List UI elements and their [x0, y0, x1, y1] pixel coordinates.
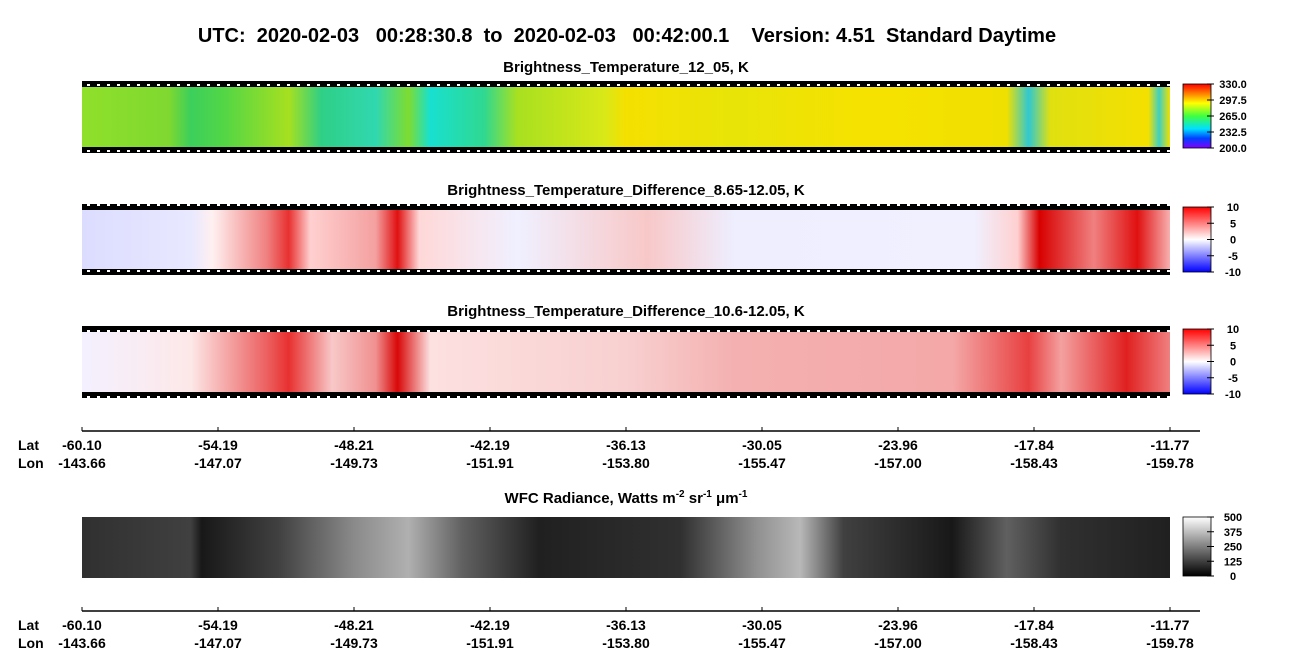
lon-tick-label: -147.07 — [194, 455, 242, 471]
title-part: sr — [685, 490, 704, 507]
lat-tick-label: -42.19 — [470, 437, 510, 453]
lat-tick-label: -60.10 — [62, 437, 102, 453]
strip-border — [82, 147, 1170, 153]
strip-border — [82, 81, 1170, 87]
lon-label: Lon — [18, 635, 44, 651]
lon-tick-label: -147.07 — [194, 635, 242, 651]
colorbar-tick-label: 232.5 — [1219, 127, 1247, 139]
lon-tick-label: -157.00 — [874, 635, 922, 651]
strip-border — [82, 269, 1170, 275]
lon-tick-label: -149.73 — [330, 455, 378, 471]
lat-tick-label: -23.96 — [878, 617, 918, 633]
lat-tick-label: -54.19 — [198, 617, 238, 633]
image-strip — [82, 84, 1170, 150]
lon-tick-label: -151.91 — [466, 635, 514, 651]
lon-tick-label: -155.47 — [738, 455, 786, 471]
lon-tick-label: -159.78 — [1146, 455, 1194, 471]
colorbar-tick-label: 200.0 — [1219, 143, 1247, 155]
panel-title: Brightness_Temperature_12_05, K — [503, 59, 749, 76]
panel-title: WFC Radiance, Watts m-2 sr-1 μm-1 — [505, 489, 748, 507]
image-strip — [82, 329, 1170, 395]
lon-tick-label: -155.47 — [738, 635, 786, 651]
title-part: WFC Radiance, Watts m — [505, 490, 676, 507]
colorbar-tick-label: 375 — [1224, 527, 1242, 539]
colorbar-tick-label: -10 — [1225, 267, 1241, 279]
lat-tick-label: -48.21 — [334, 617, 374, 633]
title-part: μm — [712, 490, 739, 507]
colorbar — [1182, 328, 1212, 395]
lon-tick-label: -158.43 — [1010, 635, 1058, 651]
colorbar — [1182, 83, 1212, 149]
lat-tick-label: -17.84 — [1014, 617, 1054, 633]
lat-tick-label: -42.19 — [470, 617, 510, 633]
lat-tick-label: -54.19 — [198, 437, 238, 453]
title-part: -1 — [739, 489, 748, 500]
lat-tick-label: -30.05 — [742, 437, 782, 453]
lon-tick-label: -153.80 — [602, 635, 650, 651]
lat-tick-label: -60.10 — [62, 617, 102, 633]
lon-tick-label: -143.66 — [58, 635, 106, 651]
panel-title: Brightness_Temperature_Difference_8.65-1… — [447, 182, 805, 199]
lon-tick-label: -143.66 — [58, 455, 106, 471]
lat-tick-label: -30.05 — [742, 617, 782, 633]
strip-border — [82, 326, 1170, 332]
image-strip — [82, 517, 1170, 578]
lon-tick-label: -159.78 — [1146, 635, 1194, 651]
colorbar-tick-label: 500 — [1224, 512, 1242, 524]
figure-title: UTC: 2020-02-03 00:28:30.8 to 2020-02-03… — [198, 25, 1056, 47]
colorbar-tick-label: 0 — [1230, 357, 1236, 369]
title-part: -2 — [676, 489, 685, 500]
lat-tick-label: -23.96 — [878, 437, 918, 453]
title-part: -1 — [703, 489, 712, 500]
lat-tick-label: -11.77 — [1151, 437, 1190, 453]
lat-label: Lat — [18, 617, 39, 633]
lat-tick-label: -36.13 — [606, 437, 646, 453]
colorbar — [1182, 206, 1212, 273]
lon-tick-label: -157.00 — [874, 455, 922, 471]
lon-tick-label: -151.91 — [466, 455, 514, 471]
lon-tick-label: -153.80 — [602, 455, 650, 471]
colorbar-tick-label: 5 — [1230, 218, 1236, 230]
colorbar-tick-label: 125 — [1224, 556, 1242, 568]
colorbar-tick-label: -10 — [1225, 389, 1241, 401]
panel-title: Brightness_Temperature_Difference_10.6-1… — [447, 303, 805, 320]
lat-tick-label: -11.77 — [1151, 617, 1190, 633]
colorbar-tick-label: 265.0 — [1219, 111, 1247, 123]
colorbar-tick-label: 5 — [1230, 340, 1236, 352]
colorbar-tick-label: 330.0 — [1219, 79, 1247, 91]
colorbar-tick-label: 0 — [1230, 571, 1236, 583]
strip-border — [82, 392, 1170, 398]
lon-tick-label: -149.73 — [330, 635, 378, 651]
lon-label: Lon — [18, 455, 44, 471]
colorbar-tick-label: -5 — [1228, 373, 1238, 385]
lat-label: Lat — [18, 437, 39, 453]
colorbar-tick-label: 297.5 — [1219, 95, 1247, 107]
colorbar-tick-label: 10 — [1227, 202, 1239, 214]
lat-tick-label: -17.84 — [1014, 437, 1054, 453]
lat-tick-label: -48.21 — [334, 437, 374, 453]
lon-tick-label: -158.43 — [1010, 455, 1058, 471]
colorbar-tick-label: 10 — [1227, 324, 1239, 336]
colorbar-tick-label: 0 — [1230, 235, 1236, 247]
colorbar — [1182, 516, 1212, 577]
image-strip — [82, 207, 1170, 272]
colorbar-tick-label: 250 — [1224, 542, 1242, 554]
lat-tick-label: -36.13 — [606, 617, 646, 633]
strip-border — [82, 204, 1170, 210]
colorbar-tick-label: -5 — [1228, 251, 1238, 263]
